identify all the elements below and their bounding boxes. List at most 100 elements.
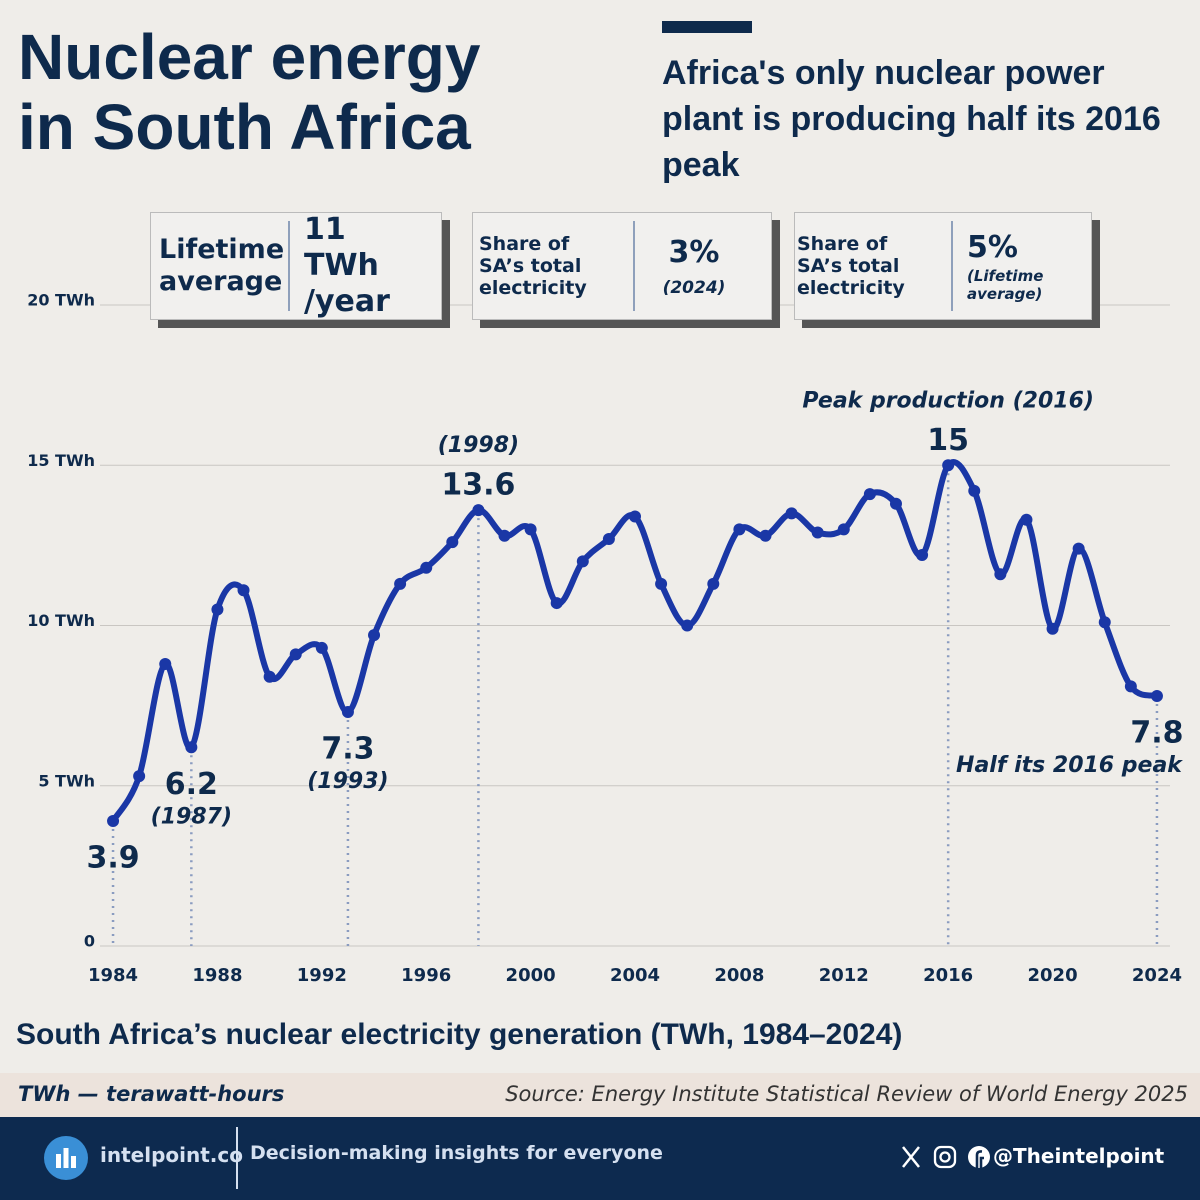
x-tick-label: 1992 <box>297 965 347 986</box>
stat-value: 3% <box>668 234 720 270</box>
stat-note: (Lifetime average) <box>967 266 1044 303</box>
point <box>837 523 850 536</box>
x-tick-label: 1984 <box>88 965 138 986</box>
x-tick-label: 1988 <box>192 965 242 986</box>
x-tick-label: 2000 <box>506 965 556 986</box>
stat-group: 3% (2024) <box>649 235 739 298</box>
separator <box>236 1127 238 1189</box>
point <box>811 526 824 539</box>
stat-label: Share of SA’s total electricity <box>797 233 905 299</box>
y-tick-label: 10 TWh <box>27 611 95 630</box>
point <box>863 488 876 501</box>
x-tick-label: 2004 <box>610 965 660 986</box>
point <box>237 584 250 597</box>
point <box>159 657 172 670</box>
point <box>733 523 746 536</box>
point <box>889 497 902 510</box>
point <box>681 619 694 632</box>
point <box>1072 542 1085 555</box>
value-label: 7.8 <box>1130 716 1183 751</box>
separator <box>288 221 290 311</box>
x-tick-label: 2024 <box>1132 965 1182 986</box>
point <box>785 507 798 520</box>
point <box>420 561 433 574</box>
value-label: 13.6 <box>441 468 515 503</box>
point <box>472 504 485 517</box>
value-label: 3.9 <box>86 841 139 876</box>
point <box>550 597 563 610</box>
point-note: (1993) <box>307 769 388 794</box>
point <box>1046 622 1059 635</box>
stat-group: 5% (Lifetime average) <box>967 230 1057 303</box>
point <box>576 555 589 568</box>
x-tick-label: 2020 <box>1028 965 1078 986</box>
point-note: Peak production (2016) <box>802 388 1094 413</box>
point <box>341 706 354 719</box>
point <box>498 529 511 542</box>
chart-caption: South Africa’s nuclear electricity gener… <box>16 1018 903 1051</box>
unit-note: TWh — terawatt-hours <box>18 1082 285 1106</box>
value-label: 6.2 <box>165 767 218 802</box>
point <box>707 577 720 590</box>
point <box>1124 680 1137 693</box>
footer: intelpoint.co Decision-making insights f… <box>0 1117 1200 1200</box>
point <box>759 529 772 542</box>
stat-note: (2024) <box>662 277 726 298</box>
logo <box>44 1136 88 1180</box>
x-tick-label: 2012 <box>819 965 869 986</box>
point <box>1020 513 1033 526</box>
stat-label: Share of SA’s total electricity <box>479 233 587 299</box>
stat-value: 5% <box>967 229 1018 265</box>
point <box>994 568 1007 581</box>
title: Nuclear energy in South Africa <box>18 21 481 163</box>
point <box>524 523 537 536</box>
point <box>916 548 929 561</box>
point <box>968 484 981 497</box>
y-tick-label: 15 TWh <box>27 451 95 470</box>
site: intelpoint.co <box>100 1143 243 1167</box>
point <box>315 641 328 654</box>
point <box>368 629 381 642</box>
stat-box: Lifetime average 11 TWh /year <box>150 212 442 320</box>
point <box>942 459 955 472</box>
tagline: Decision-making insights for everyone <box>250 1142 663 1164</box>
x-tick-label: 2016 <box>923 965 973 986</box>
point <box>1150 690 1163 703</box>
point <box>185 741 198 754</box>
source: Source: Energy Institute Statistical Rev… <box>505 1082 1188 1106</box>
point <box>1098 616 1111 629</box>
handle: @Theintelpoint <box>993 1144 1165 1168</box>
y-tick-label: 0 <box>84 932 95 951</box>
point <box>446 536 459 549</box>
point <box>289 648 302 661</box>
stat-box: Share of SA’s total electricity 5% (Life… <box>794 212 1092 320</box>
separator <box>951 221 953 311</box>
point <box>394 577 407 590</box>
point-note: Half its 2016 peak <box>956 753 1183 778</box>
note-band <box>0 1073 1200 1117</box>
point <box>107 815 120 828</box>
social-icons <box>902 1145 990 1169</box>
separator <box>633 221 635 311</box>
point <box>133 770 146 783</box>
subtitle: Africa's only nuclear power plant is pro… <box>662 54 1161 184</box>
point <box>629 510 641 523</box>
point <box>263 670 276 683</box>
x-tick-label: 2008 <box>714 965 764 986</box>
stat-box: Share of SA’s total electricity 3% (2024… <box>472 212 772 320</box>
point <box>211 603 224 616</box>
value-label: 7.3 <box>321 732 374 767</box>
x-tick-label: 1996 <box>401 965 451 986</box>
point-note: (1987) <box>151 804 232 829</box>
value-label: 15 <box>927 423 969 458</box>
point <box>655 577 668 590</box>
accent-bar <box>662 21 752 33</box>
stat-label: Lifetime average <box>159 234 285 297</box>
point <box>602 532 615 545</box>
stat-value: 11 TWh /year <box>304 212 390 319</box>
y-tick-label: 5 TWh <box>38 771 95 790</box>
point-note: (1998) <box>438 433 519 458</box>
y-tick-label: 20 TWh <box>27 291 95 310</box>
